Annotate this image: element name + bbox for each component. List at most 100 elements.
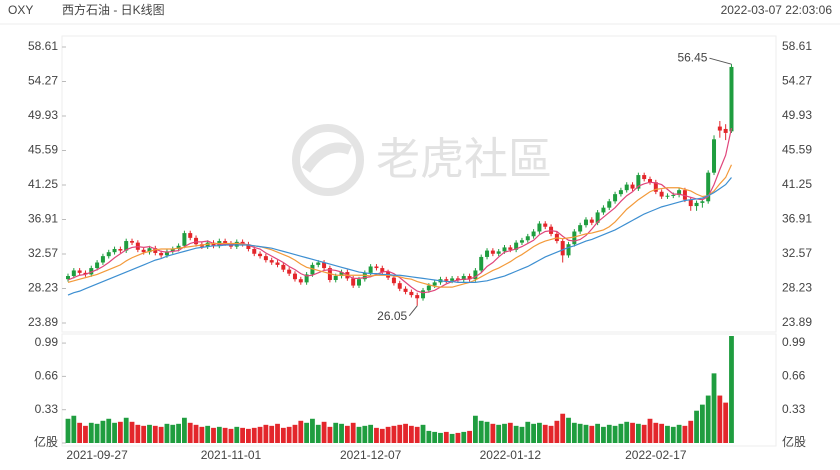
- y-tick-label: 23.89: [28, 315, 58, 329]
- volume-bar: [467, 430, 472, 443]
- candle-body: [613, 194, 618, 202]
- volume-bar: [502, 423, 507, 443]
- candle-body: [543, 223, 548, 227]
- candle-body: [182, 233, 187, 246]
- volume-bar: [280, 427, 286, 443]
- symbol: OXY: [8, 3, 33, 17]
- volume-bar: [257, 426, 263, 443]
- volume-bar: [170, 424, 176, 443]
- volume-bar: [560, 413, 566, 443]
- y-tick-label: 0.33: [35, 402, 59, 416]
- volume-bar: [344, 425, 350, 443]
- volume-bar: [577, 423, 583, 443]
- candle-body: [357, 279, 361, 286]
- volume-bar: [216, 426, 222, 443]
- y-tick-label-right: 49.93: [782, 108, 812, 122]
- candle-body: [89, 268, 94, 275]
- volume-bar: [694, 410, 699, 443]
- candle-body: [712, 139, 717, 173]
- candle-body: [339, 272, 344, 277]
- candle-body: [525, 236, 530, 241]
- candle-body: [147, 248, 152, 253]
- volume-bar: [403, 423, 408, 443]
- y-tick-label: 49.93: [28, 108, 58, 122]
- volume-bar: [147, 424, 152, 443]
- volume-bar: [711, 373, 717, 443]
- volume-panel: [61, 333, 777, 447]
- volume-bar: [83, 425, 88, 443]
- volume-bar: [77, 422, 83, 443]
- volume-bar: [723, 402, 729, 443]
- volume-bar: [275, 423, 280, 443]
- candle-body: [595, 212, 600, 223]
- candle-body: [630, 184, 635, 189]
- candle-body: [467, 276, 472, 280]
- candle-body: [310, 264, 315, 275]
- candle-body: [502, 247, 507, 252]
- volume-bar: [211, 427, 216, 443]
- candle-body: [642, 175, 647, 180]
- candle-body: [688, 199, 693, 207]
- candle-body: [514, 242, 519, 250]
- candle-body: [624, 184, 629, 191]
- volume-bar: [327, 426, 333, 443]
- volume-bar: [374, 427, 379, 443]
- timestamp: 2022-03-07 22:03:06: [721, 3, 833, 17]
- volume-bar: [717, 395, 723, 443]
- y-tick-label: 0.99: [35, 335, 59, 349]
- x-tick-label: 2022-01-12: [480, 448, 542, 462]
- ma-line: [67, 164, 733, 288]
- volume-bar: [455, 432, 461, 443]
- volume-bar: [635, 423, 641, 443]
- volume-bar: [117, 421, 123, 443]
- candle-body: [432, 282, 437, 286]
- volume-bar: [298, 420, 304, 443]
- candle-body: [304, 274, 309, 283]
- candle-body: [246, 244, 251, 249]
- candle-body: [607, 201, 612, 208]
- volume-bar: [542, 424, 548, 443]
- candle-body: [455, 278, 460, 280]
- candle-body: [153, 248, 158, 253]
- volume-bar: [379, 428, 385, 443]
- volume-bar: [449, 433, 455, 443]
- volume-bar: [519, 426, 525, 443]
- candle-body: [671, 194, 676, 196]
- candle-body: [106, 252, 111, 257]
- volume-bar: [94, 423, 100, 443]
- volume-bar: [461, 431, 467, 443]
- volume-bar: [164, 423, 170, 443]
- volume-bar: [408, 425, 414, 443]
- y-tick-label-right: 54.27: [782, 74, 812, 88]
- high-label: 56.45: [677, 50, 707, 64]
- candle-body: [298, 279, 303, 283]
- volume-bar: [554, 420, 560, 443]
- y-tick-label-right: 32.57: [782, 246, 812, 260]
- volume-bar: [647, 418, 653, 443]
- candle-body: [508, 247, 513, 250]
- candle-body: [519, 240, 524, 243]
- candle-body: [333, 276, 338, 280]
- y-tick-label: 45.59: [28, 143, 58, 157]
- volume-bar: [234, 426, 240, 443]
- candle-body: [374, 266, 379, 269]
- candle-body: [100, 256, 105, 263]
- volume-bar: [65, 418, 71, 443]
- volume-bar: [513, 425, 519, 443]
- volume-bar: [112, 422, 117, 443]
- volume-bar: [240, 427, 245, 443]
- candle-body: [682, 190, 687, 200]
- volume-bar: [187, 422, 193, 443]
- y-tick-label-right: 41.25: [782, 177, 812, 191]
- volume-bar: [333, 422, 339, 443]
- volume-bar: [484, 421, 490, 443]
- candle-body: [589, 219, 594, 223]
- candle-body: [269, 260, 274, 263]
- volume-bar: [659, 423, 665, 443]
- candle-body: [397, 283, 402, 289]
- volume-bar: [397, 424, 403, 443]
- ma-line: [67, 177, 732, 296]
- candle-body: [188, 233, 193, 238]
- volume-bar: [548, 425, 554, 443]
- volume-bar: [653, 422, 659, 443]
